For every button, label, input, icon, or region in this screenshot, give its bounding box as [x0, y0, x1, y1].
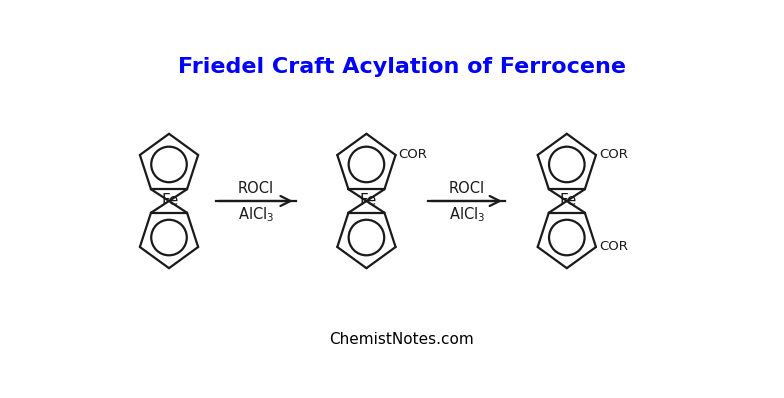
Text: COR: COR: [599, 240, 628, 254]
Text: Fe: Fe: [359, 193, 377, 209]
Text: AlCl$_3$: AlCl$_3$: [448, 206, 485, 224]
Text: ChemistNotes.com: ChemistNotes.com: [329, 332, 474, 347]
Text: ROCl: ROCl: [238, 181, 274, 196]
Text: ROCl: ROCl: [448, 181, 485, 196]
Text: AlCl$_3$: AlCl$_3$: [238, 206, 274, 224]
Text: Fe: Fe: [560, 193, 577, 209]
Text: COR: COR: [398, 148, 427, 162]
Text: Friedel Craft Acylation of Ferrocene: Friedel Craft Acylation of Ferrocene: [178, 57, 626, 76]
Text: COR: COR: [599, 148, 628, 162]
Text: Fe: Fe: [162, 193, 180, 209]
